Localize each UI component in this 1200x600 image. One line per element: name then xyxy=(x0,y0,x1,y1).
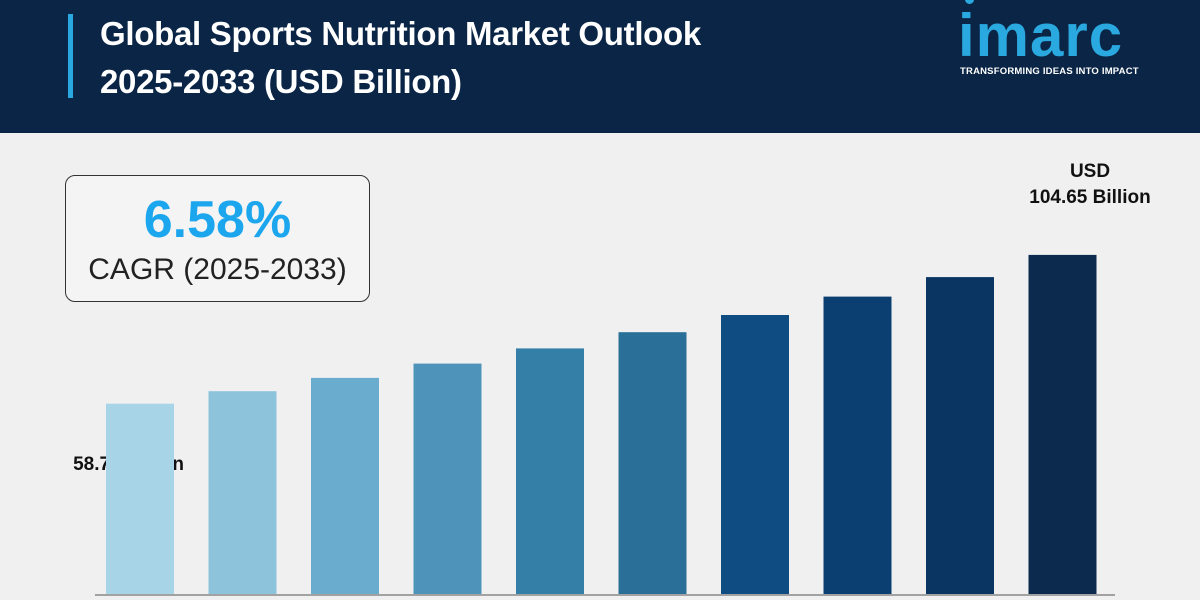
imarc-logo: imarc TRANSFORMING IDEAS INTO IMPACT xyxy=(958,0,1172,82)
cagr-box: 6.58% CAGR (2025-2033) xyxy=(65,175,370,302)
header-banner: Global Sports Nutrition Market Outlook 2… xyxy=(0,0,1200,133)
cagr-value: 6.58% xyxy=(143,191,292,249)
title-accent-bar xyxy=(68,14,73,98)
end-value-amount: 104.65 Billion xyxy=(1029,187,1151,208)
title-line-2: 2025-2033 (USD Billion) xyxy=(100,63,462,100)
end-value-annotation: USD 104.65 Billion xyxy=(1010,159,1170,211)
logo-tagline: TRANSFORMING IDEAS INTO IMPACT xyxy=(960,66,1139,77)
bar-2030 xyxy=(721,315,789,594)
bar-2027 xyxy=(413,363,482,594)
bar-2032 xyxy=(926,277,994,594)
page-title: Global Sports Nutrition Market Outlook 2… xyxy=(100,10,701,106)
title-line-1: Global Sports Nutrition Market Outlook xyxy=(100,15,701,52)
bar-2033 xyxy=(1028,254,1097,594)
cagr-label: CAGR (2025-2033) xyxy=(88,253,347,286)
bar-2024 xyxy=(106,403,174,594)
end-value-unit: USD xyxy=(1069,161,1111,182)
logo-dot-icon xyxy=(965,0,974,4)
logo-wordmark: imarc xyxy=(958,2,1124,69)
bar-2026 xyxy=(311,377,379,594)
bar-2028 xyxy=(516,348,584,594)
bar-2025 xyxy=(208,391,277,594)
bar-2029 xyxy=(618,332,687,594)
bar-2031 xyxy=(823,296,892,594)
